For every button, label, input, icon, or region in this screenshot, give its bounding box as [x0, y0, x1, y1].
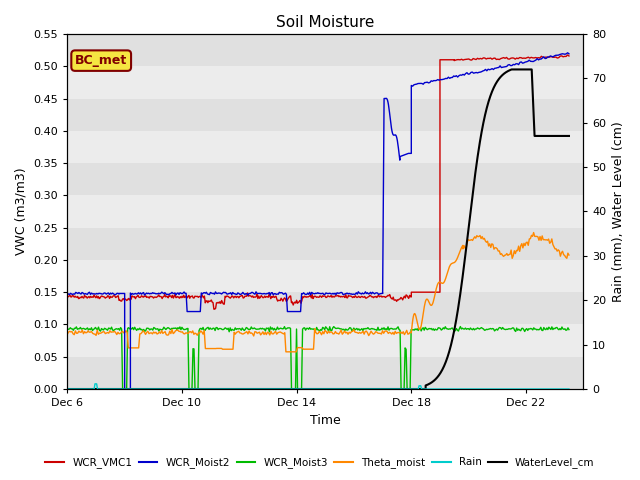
Bar	[67, 260, 583, 292]
X-axis label: Time: Time	[310, 414, 340, 427]
Bar	[67, 34, 583, 66]
Bar	[67, 131, 583, 163]
Bar	[67, 163, 583, 195]
Bar	[67, 228, 583, 260]
Bar	[67, 357, 583, 389]
Bar	[67, 195, 583, 228]
Y-axis label: Rain (mm), Water Level (cm): Rain (mm), Water Level (cm)	[612, 121, 625, 302]
Bar	[67, 324, 583, 357]
Bar	[67, 66, 583, 98]
Bar	[67, 98, 583, 131]
Y-axis label: VWC (m3/m3): VWC (m3/m3)	[15, 168, 28, 255]
Title: Soil Moisture: Soil Moisture	[276, 15, 374, 30]
Bar	[67, 292, 583, 324]
Legend: WCR_VMC1, WCR_Moist2, WCR_Moist3, Theta_moist, Rain, WaterLevel_cm: WCR_VMC1, WCR_Moist2, WCR_Moist3, Theta_…	[41, 453, 599, 472]
Text: BC_met: BC_met	[75, 54, 127, 67]
